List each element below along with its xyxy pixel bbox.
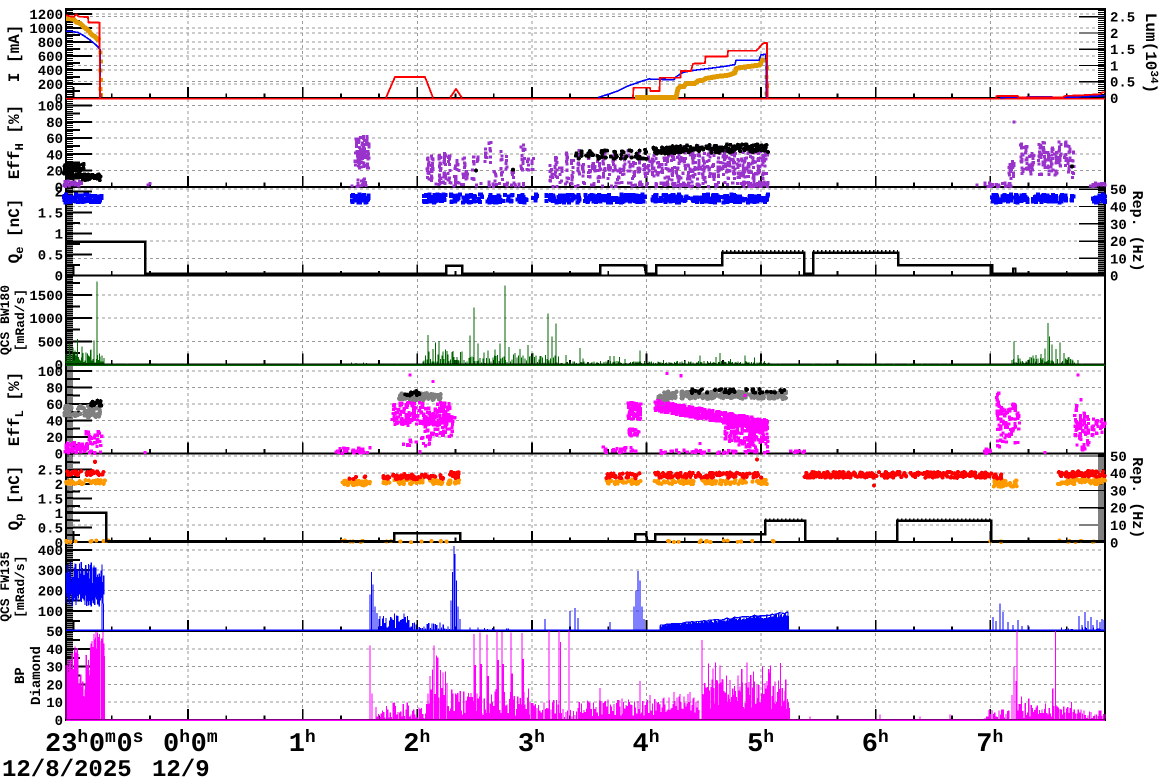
svg-text:40: 40 (1110, 467, 1127, 483)
svg-text:BP: BP (13, 667, 29, 684)
svg-text:40: 40 (46, 148, 63, 164)
svg-text:40: 40 (46, 643, 63, 659)
svg-text:23h 0m 0s: 23h 0m 0s (45, 728, 143, 760)
svg-text:1.5: 1.5 (38, 207, 63, 223)
svg-text:0: 0 (55, 359, 63, 375)
svg-text:2.5: 2.5 (1110, 11, 1135, 27)
svg-text:400: 400 (38, 544, 63, 560)
svg-text:0h 0m: 0h 0m (163, 728, 218, 760)
svg-text:1.5: 1.5 (38, 493, 63, 509)
svg-text:0.5: 0.5 (1110, 76, 1135, 92)
svg-text:60: 60 (46, 398, 63, 414)
svg-text:Rep. (Hz): Rep. (Hz) (1128, 457, 1145, 538)
svg-text:EffL [%]: EffL [%] (6, 372, 27, 446)
svg-text:2: 2 (55, 186, 63, 202)
svg-text:2.5: 2.5 (38, 464, 63, 480)
svg-text:2: 2 (55, 478, 63, 494)
svg-text:80: 80 (46, 116, 63, 132)
svg-text:1h: 1h (289, 728, 316, 760)
svg-text:10: 10 (46, 696, 63, 712)
svg-text:[mRad/s]: [mRad/s] (13, 555, 28, 617)
svg-text:40: 40 (46, 414, 63, 430)
svg-text:80: 80 (46, 381, 63, 397)
svg-text:1200: 1200 (29, 8, 63, 24)
svg-text:30: 30 (1110, 218, 1127, 234)
svg-text:0: 0 (55, 536, 63, 552)
svg-text:2h: 2h (403, 728, 430, 760)
svg-text:1.5: 1.5 (1110, 43, 1135, 59)
svg-text:Diamond: Diamond (29, 646, 45, 705)
svg-text:50: 50 (1110, 450, 1127, 466)
svg-text:0: 0 (55, 92, 63, 108)
svg-text:6h: 6h (862, 728, 889, 760)
svg-text:0: 0 (1110, 536, 1118, 552)
svg-text:30: 30 (1110, 484, 1127, 500)
svg-text:[mRad/s]: [mRad/s] (13, 289, 28, 351)
svg-text:1000: 1000 (29, 22, 63, 38)
svg-text:0: 0 (1110, 92, 1118, 108)
svg-text:12/9: 12/9 (152, 757, 210, 782)
svg-text:30: 30 (46, 661, 63, 677)
svg-text:Rep. (Hz): Rep. (Hz) (1128, 191, 1145, 272)
svg-text:100: 100 (38, 605, 63, 621)
svg-text:60: 60 (46, 132, 63, 148)
svg-text:1500: 1500 (29, 289, 63, 305)
svg-text:QCS FW135: QCS FW135 (0, 551, 13, 621)
svg-text:4h: 4h (633, 728, 660, 760)
svg-text:10: 10 (1110, 519, 1127, 535)
svg-text:40: 40 (1110, 201, 1127, 217)
svg-text:20: 20 (46, 165, 63, 181)
svg-text:1: 1 (1110, 59, 1118, 75)
svg-text:600: 600 (38, 50, 63, 66)
svg-text:0: 0 (55, 181, 63, 197)
svg-text:Qp [nC]: Qp [nC] (6, 466, 27, 531)
svg-text:0: 0 (55, 447, 63, 463)
svg-text:I [mA]: I [mA] (6, 25, 24, 83)
svg-text:100: 100 (38, 100, 63, 116)
svg-text:50: 50 (46, 625, 63, 641)
svg-text:20: 20 (46, 678, 63, 694)
svg-text:300: 300 (38, 564, 63, 580)
svg-text:50: 50 (1110, 183, 1127, 199)
svg-text:0.5: 0.5 (38, 249, 63, 265)
svg-text:QCS BW180: QCS BW180 (0, 285, 13, 355)
svg-text:20: 20 (1110, 235, 1127, 251)
svg-text:7h: 7h (976, 728, 1003, 760)
svg-text:500: 500 (38, 335, 63, 351)
svg-text:12/8/2025: 12/8/2025 (2, 757, 132, 782)
svg-text:200: 200 (38, 584, 63, 600)
svg-text:0.5: 0.5 (38, 522, 63, 538)
svg-text:0: 0 (55, 270, 63, 286)
svg-text:20: 20 (46, 431, 63, 447)
svg-text:0: 0 (1110, 270, 1118, 286)
svg-text:2: 2 (1110, 27, 1118, 43)
svg-text:0: 0 (55, 714, 63, 730)
svg-text:400: 400 (38, 64, 63, 80)
svg-text:EffH [%]: EffH [%] (6, 105, 27, 179)
svg-text:0: 0 (55, 625, 63, 641)
svg-text:5h: 5h (747, 728, 774, 760)
svg-text:3h: 3h (518, 728, 545, 760)
svg-text:200: 200 (38, 78, 63, 94)
svg-text:Qe [nC]: Qe [nC] (6, 199, 27, 264)
svg-text:800: 800 (38, 36, 63, 52)
svg-text:100: 100 (38, 365, 63, 381)
svg-text:20: 20 (1110, 502, 1127, 518)
svg-text:1: 1 (55, 507, 63, 523)
svg-text:1: 1 (55, 228, 63, 244)
svg-text:10: 10 (1110, 252, 1127, 268)
svg-text:1000: 1000 (29, 312, 63, 328)
